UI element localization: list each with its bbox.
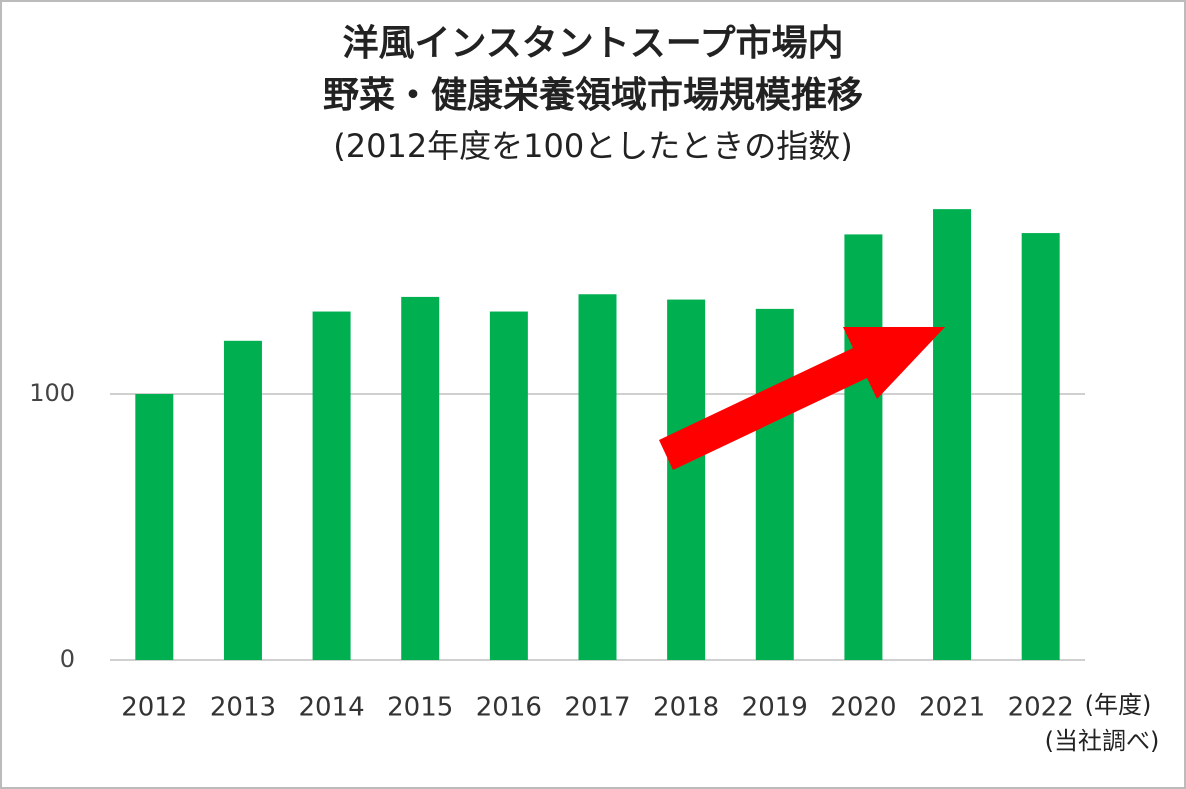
bar — [578, 294, 617, 660]
bar — [1021, 233, 1060, 660]
chart-title: 洋風インスタントスープ市場内 — [342, 23, 843, 64]
bar — [933, 209, 972, 660]
source-note: (当社調べ) — [1045, 727, 1160, 755]
x-tick-label: 2017 — [564, 693, 630, 723]
bar — [844, 234, 883, 660]
x-tick-label: 2013 — [210, 693, 276, 723]
bar — [755, 308, 794, 660]
bar — [223, 340, 262, 660]
x-tick-label: 2022 — [1008, 693, 1074, 723]
trend-arrow — [659, 327, 945, 470]
bar — [401, 296, 440, 660]
x-tick-label: 2019 — [742, 693, 808, 723]
chart-subtitle: (2012年度を100としたときの指数) — [333, 127, 853, 165]
x-tick-label: 2014 — [299, 693, 365, 723]
x-unit: (年度) — [1085, 691, 1152, 719]
bar — [312, 311, 351, 660]
bar — [135, 394, 174, 660]
x-tick-label: 2021 — [919, 693, 985, 723]
bar — [489, 311, 528, 660]
y-tick-label: 100 — [29, 379, 75, 407]
x-tick-label: 2020 — [830, 693, 896, 723]
x-tick-label: 2016 — [476, 693, 542, 723]
x-tick-label: 2018 — [653, 693, 719, 723]
x-tick-label: 2012 — [121, 693, 187, 723]
bar — [667, 299, 706, 660]
chart-title: 野菜・健康栄養領域市場規模推移 — [323, 74, 863, 116]
y-tick-label: 0 — [60, 645, 75, 673]
x-tick-label: 2015 — [387, 693, 453, 723]
